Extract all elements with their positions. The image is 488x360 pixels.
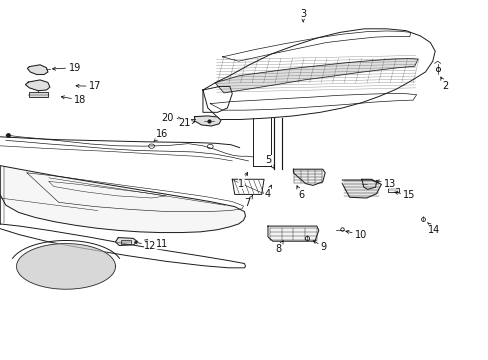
Text: 20: 20 [162, 113, 181, 123]
Text: 15: 15 [394, 190, 415, 200]
Text: 3: 3 [300, 9, 305, 22]
Text: 16: 16 [154, 129, 167, 141]
Text: 12: 12 [134, 240, 156, 251]
Polygon shape [342, 180, 381, 198]
Text: 17: 17 [76, 81, 101, 91]
Text: 21: 21 [178, 118, 195, 129]
Text: 2: 2 [440, 77, 448, 91]
Text: 18: 18 [61, 95, 86, 105]
Text: 19: 19 [52, 63, 81, 73]
Text: 7: 7 [244, 195, 252, 208]
Text: 6: 6 [296, 186, 304, 200]
Polygon shape [267, 226, 318, 241]
Polygon shape [293, 169, 325, 185]
Bar [29, 92, 48, 97]
Polygon shape [17, 244, 115, 289]
Text: 10: 10 [345, 230, 366, 240]
Text: 13: 13 [375, 179, 395, 189]
Text: 14: 14 [427, 222, 440, 235]
Bar [387, 188, 398, 192]
Text: 11: 11 [144, 239, 167, 249]
Polygon shape [27, 65, 48, 75]
Text: 8: 8 [274, 241, 283, 254]
Text: 5: 5 [265, 155, 274, 168]
Polygon shape [0, 166, 245, 233]
Text: 1: 1 [238, 172, 247, 189]
Polygon shape [25, 80, 50, 91]
Polygon shape [115, 238, 137, 246]
Text: 4: 4 [264, 185, 271, 199]
Text: 9: 9 [313, 241, 326, 252]
Bar [121, 240, 131, 244]
Polygon shape [194, 116, 221, 126]
Polygon shape [215, 59, 417, 93]
